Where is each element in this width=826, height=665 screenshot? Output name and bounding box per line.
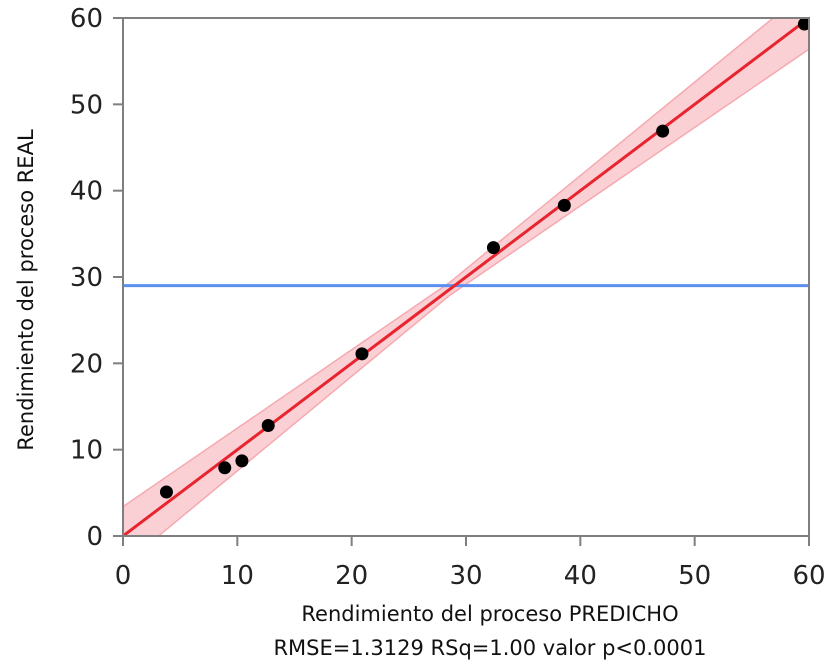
fit-line <box>123 18 809 536</box>
data-point-7 <box>557 198 571 212</box>
data-point-2 <box>218 461 232 475</box>
x-tick-label-40: 40 <box>564 561 597 591</box>
y-tick-label-20: 20 <box>70 349 103 379</box>
x-tick-label-0: 0 <box>115 561 132 591</box>
fit-statistics: RMSE=1.3129 RSq=1.00 valor p<0.0001 <box>273 636 706 660</box>
y-tick-label-10: 10 <box>70 436 103 466</box>
data-point-1 <box>159 485 173 499</box>
x-tick-label-50: 50 <box>678 561 711 591</box>
data-point-8 <box>656 124 670 138</box>
y-tick-label-50: 50 <box>70 90 103 120</box>
x-tick-label-30: 30 <box>449 561 482 591</box>
data-point-4 <box>261 418 275 432</box>
plot-layer <box>123 18 809 536</box>
data-point-3 <box>235 454 249 468</box>
data-point-5 <box>355 347 369 361</box>
data-point-6 <box>486 241 500 255</box>
x-axis-title: Rendimiento del proceso PREDICHO <box>301 602 678 626</box>
y-tick-label-0: 0 <box>86 522 103 552</box>
y-tick-label-30: 30 <box>70 263 103 293</box>
data-point-9 <box>797 18 809 31</box>
x-tick-label-60: 60 <box>792 561 825 591</box>
x-tick-label-20: 20 <box>335 561 368 591</box>
x-tick-label-10: 10 <box>221 561 254 591</box>
ticks-layer: 0 10 20 30 40 50 60 0 10 20 30 40 50 60 <box>70 4 826 591</box>
y-tick-label-40: 40 <box>70 177 103 207</box>
y-axis-title: Rendimiento del proceso REAL <box>14 129 38 451</box>
y-tick-label-60: 60 <box>70 4 103 34</box>
